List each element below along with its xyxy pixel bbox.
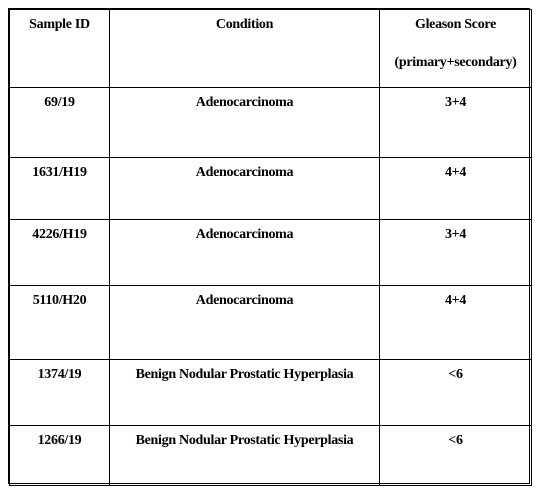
- cell-condition: Adenocarcinoma: [109, 219, 380, 286]
- cell-gleason: <6: [379, 359, 532, 426]
- header-sample-id: Sample ID: [9, 9, 110, 88]
- cell-gleason: 4+4: [379, 285, 532, 360]
- table-row: 1266/19 Benign Nodular Prostatic Hyperpl…: [9, 425, 532, 486]
- cell-sample-id: 1374/19: [9, 359, 110, 426]
- cell-condition: Benign Nodular Prostatic Hyperplasia: [109, 359, 380, 426]
- table-row: 5110/H20 Adenocarcinoma 4+4: [9, 285, 532, 360]
- table-header-row: Sample ID Condition Gleason Score (prima…: [9, 9, 532, 88]
- cell-condition: Adenocarcinoma: [109, 157, 380, 220]
- cell-sample-id: 69/19: [9, 87, 110, 158]
- sample-table-container: Sample ID Condition Gleason Score (prima…: [8, 8, 532, 486]
- table-row: 4226/H19 Adenocarcinoma 3+4: [9, 219, 532, 286]
- table-row: 69/19 Adenocarcinoma 3+4: [9, 87, 532, 158]
- table-row: 1374/19 Benign Nodular Prostatic Hyperpl…: [9, 359, 532, 426]
- cell-condition: Adenocarcinoma: [109, 285, 380, 360]
- cell-gleason: 3+4: [379, 87, 532, 158]
- cell-gleason: <6: [379, 425, 532, 486]
- cell-sample-id: 5110/H20: [9, 285, 110, 360]
- sample-table: Sample ID Condition Gleason Score (prima…: [9, 9, 532, 486]
- table-row: 1631/H19 Adenocarcinoma 4+4: [9, 157, 532, 220]
- cell-sample-id: 1266/19: [9, 425, 110, 486]
- header-condition: Condition: [109, 9, 380, 88]
- cell-sample-id: 1631/H19: [9, 157, 110, 220]
- cell-gleason: 4+4: [379, 157, 532, 220]
- cell-gleason: 3+4: [379, 219, 532, 286]
- cell-sample-id: 4226/H19: [9, 219, 110, 286]
- header-gleason-score: Gleason Score (primary+secondary): [379, 9, 532, 88]
- header-gleason-subtitle: (primary+secondary): [394, 55, 517, 70]
- header-gleason-title: Gleason Score: [414, 17, 496, 32]
- cell-condition: Adenocarcinoma: [109, 87, 380, 158]
- cell-condition: Benign Nodular Prostatic Hyperplasia: [109, 425, 380, 486]
